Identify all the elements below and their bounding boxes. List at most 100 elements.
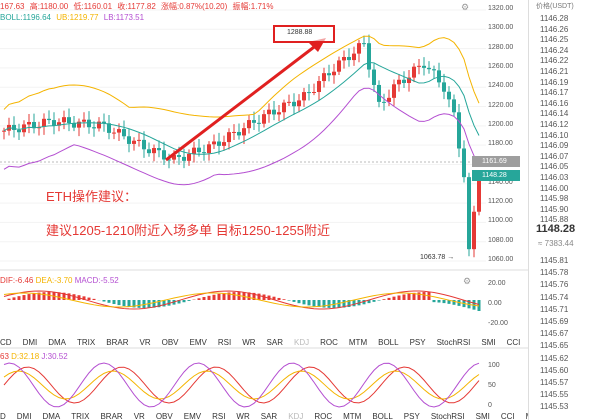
indicator-tab-brar[interactable]: BRAR (106, 338, 129, 347)
candle-body (432, 69, 436, 71)
indicator-tab-mtm[interactable]: MTM (343, 412, 362, 420)
candle-body (387, 97, 391, 102)
macd-settings-icon[interactable]: ⚙ (463, 276, 472, 286)
candle-body (477, 178, 481, 212)
indicator-tab-rsi[interactable]: RSI (217, 338, 232, 347)
last-price-tag: 1148.28 (472, 170, 520, 181)
macd-histogram-bar (87, 297, 91, 300)
indicator-tab-emv[interactable]: EMV (189, 338, 207, 347)
candle-body (452, 99, 456, 113)
indicator-tabs-bottom[interactable]: D DMI DMA TRIX BRAR VR OBV EMV RSI WR SAR KDJ ROC MTM… (0, 412, 528, 420)
candle-body (77, 121, 81, 128)
candle-body (72, 122, 76, 128)
candle-body (27, 121, 31, 125)
macd-histogram-bar (377, 300, 381, 301)
indicator-tab-wr[interactable]: WR (242, 338, 256, 347)
macd-histogram-bar (152, 300, 156, 308)
kdj-tick-label: 0 (488, 402, 492, 409)
macd-histogram-bar (202, 297, 206, 300)
macd-histogram-bar (397, 295, 401, 300)
indicator-tab-psy[interactable]: PSY (403, 412, 420, 420)
indicator-tab-stochrsi[interactable]: StochRSI (436, 338, 471, 347)
indicator-tab-smi[interactable]: SMI (481, 338, 496, 347)
indicator-tab-trix[interactable]: TRIX (77, 338, 96, 347)
candle-body (292, 101, 296, 107)
candle-body (267, 109, 271, 115)
macd-value: MACD:-5.52 (74, 276, 119, 285)
indicator-tab-dma[interactable]: DMA (48, 338, 67, 347)
indicator-tab-brar[interactable]: BRAR (100, 412, 123, 420)
indicator-tab-mfi[interactable]: MFI (526, 412, 528, 420)
indicator-tab-kdj[interactable]: KDJ (288, 412, 304, 420)
macd-histogram-bar (17, 296, 21, 300)
right-price-tick: 1146.26 (540, 24, 569, 34)
macd-histogram-bar (197, 298, 201, 300)
right-price-tick: 1146.09 (540, 141, 569, 151)
right-price-tick: 1146.12 (540, 120, 569, 129)
indicator-tab-dmi[interactable]: DMI (16, 412, 32, 420)
candlestick-chart[interactable] (0, 0, 528, 420)
price-tick-label: 1280.00 (488, 43, 514, 51)
indicator-tab-roc[interactable]: ROC (320, 338, 338, 347)
indicator-tab-dma[interactable]: DMA (42, 412, 61, 420)
macd-histogram-bar (12, 297, 16, 300)
indicator-tab-kdj[interactable]: KDJ (293, 338, 310, 347)
indicator-tab-boll[interactable]: BOLL (372, 412, 393, 420)
indicator-tab-trix[interactable]: TRIX (71, 412, 90, 420)
indicator-tab-sar[interactable]: SAR (266, 338, 283, 347)
settings-icon[interactable]: ⚙ (461, 2, 470, 12)
candle-body (382, 101, 386, 103)
indicator-tab-d[interactable]: D (0, 412, 6, 420)
kdj-header: 63 D:32.18 J:30.52 (0, 352, 68, 361)
indicator-tab-vr[interactable]: VR (139, 338, 151, 347)
indicator-tab-roc[interactable]: ROC (314, 412, 333, 420)
macd-histogram-bar (22, 295, 26, 300)
indicator-tab-psy[interactable]: PSY (409, 338, 426, 347)
chart-area[interactable]: 167.63 高:1180.00 低:1160.01 收:1177.82 涨幅:… (0, 0, 528, 420)
macd-histogram-bar (62, 292, 66, 300)
indicator-tab-wr[interactable]: WR (236, 412, 250, 420)
candle-body (167, 159, 171, 161)
candle-body (82, 119, 86, 122)
right-price-tick: 1145.57 (540, 378, 569, 387)
macd-histogram-bar (232, 292, 236, 300)
right-price-tick: 1146.22 (540, 56, 569, 66)
candle-body (212, 141, 216, 145)
right-price-tick: 1145.98 (540, 194, 569, 204)
candle-body (247, 120, 251, 129)
macd-histogram-bar (107, 300, 111, 303)
indicator-tab-dmi[interactable]: DMI (22, 338, 38, 347)
indicator-tab-rsi[interactable]: RSI (212, 412, 226, 420)
trend-arrow-line (165, 42, 319, 162)
candle-body (127, 136, 131, 144)
indicator-tab-mtm[interactable]: MTM (348, 338, 368, 347)
candle-body (347, 56, 351, 61)
indicator-tab-sar[interactable]: SAR (260, 412, 278, 420)
right-price-tick: 1146.00 (540, 183, 569, 193)
indicator-tabs[interactable]: CD DMI DMA TRIX BRAR VR OBV EMV RSI WR SAR KDJ ROC MT… (0, 338, 528, 350)
indicator-tab-obv[interactable]: OBV (161, 338, 179, 347)
candle-body (397, 79, 401, 85)
indicator-tab-cci[interactable]: CCI (500, 412, 515, 420)
kdj-tick-label: 100 (488, 362, 500, 369)
macd-histogram-bar (32, 293, 36, 300)
candle-body (177, 155, 181, 157)
candle-body (302, 92, 306, 101)
indicator-tab-obv[interactable]: OBV (155, 412, 173, 420)
indicator-tab-stochrsi[interactable]: StochRSI (430, 412, 465, 420)
macd-histogram-bar (417, 292, 421, 300)
indicator-tab-emv[interactable]: EMV (183, 412, 202, 420)
macd-histogram-bar (352, 300, 356, 307)
low-price-label: 1063.78 → (420, 254, 455, 261)
macd-histogram-bar (212, 294, 216, 300)
indicator-tab-cd[interactable]: CD (0, 338, 12, 347)
advice-text: 建议1205-1210附近入场多单 目标1250-1255附近 (46, 223, 330, 238)
macd-histogram-bar (47, 292, 51, 300)
macd-histogram-bar (452, 300, 456, 305)
indicator-tab-cci[interactable]: CCI (506, 338, 521, 347)
macd-histogram-bar (292, 300, 296, 302)
right-price-tick: 1145.53 (540, 402, 569, 412)
indicator-tab-boll[interactable]: BOLL (378, 338, 399, 347)
indicator-tab-smi[interactable]: SMI (475, 412, 490, 420)
indicator-tab-vr[interactable]: VR (133, 412, 145, 420)
